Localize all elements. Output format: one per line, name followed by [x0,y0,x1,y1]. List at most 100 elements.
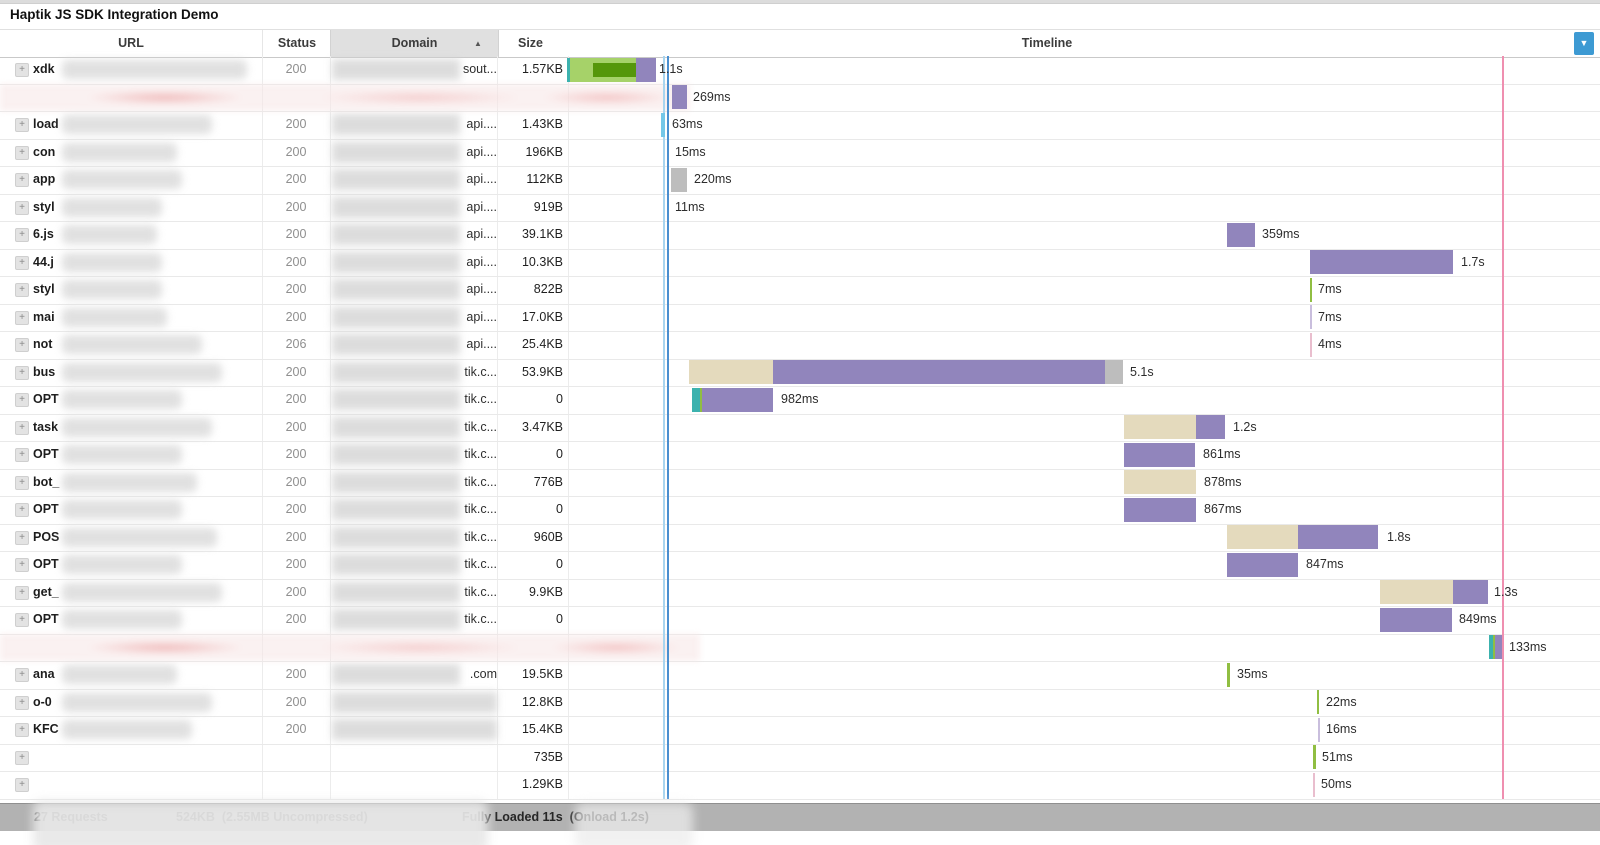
timeline-segment-green[interactable] [1310,277,1312,302]
status-cell: 206 [285,337,307,351]
table-row[interactable]: + load 200 api.... 1.43KB 63ms [0,111,1600,140]
expand-icon[interactable]: + [15,503,29,517]
timeline-segment-green[interactable] [700,387,702,412]
table-row[interactable]: + task 200 tik.c... 3.47KB 1.2s [0,414,1600,442]
timeline-segment-purple[interactable] [636,57,656,82]
timeline-segment-tan[interactable] [1380,580,1453,604]
expand-icon[interactable]: + [15,173,29,187]
timeline-segment-teal[interactable] [1489,635,1493,659]
timeline-segment-green[interactable] [1493,635,1495,659]
timeline-segment-purple[interactable] [1380,607,1452,632]
url-cell: bus [33,364,56,379]
timeline-segment-lavender[interactable] [1310,305,1312,329]
expand-icon[interactable]: + [15,530,29,545]
column-header-status[interactable]: Status [262,30,331,57]
timeline-segment-purple[interactable] [1124,442,1195,467]
table-row[interactable]: + OPT 200 tik.c... 0 867ms [0,496,1600,525]
url-blur [62,307,167,327]
table-row[interactable]: +735B 51ms [0,744,1600,772]
expand-icon[interactable]: + [15,393,29,407]
table-row[interactable]: + OPT 200 tik.c... 0 849ms [0,606,1600,635]
expand-icon[interactable]: + [15,695,29,710]
expand-icon[interactable]: + [15,255,29,270]
expand-icon[interactable]: + [15,613,29,627]
table-row-redacted[interactable]: 133ms [0,634,1600,662]
column-header-domain[interactable]: Domain [330,30,499,57]
table-row[interactable]: + POS 200 tik.c... 960B 1.8s [0,524,1600,552]
table-row[interactable]: + mai 200 api.... 17.0KB 7ms [0,304,1600,332]
timeline-options-dropdown-button[interactable]: ▼ [1574,32,1594,55]
timeline-segment-purple[interactable] [1453,580,1488,604]
timeline-segment-pink[interactable] [1310,332,1312,357]
column-header-size[interactable]: Size [518,36,544,50]
table-row[interactable]: + bus 200 tik.c... 53.9KB 5.1s [0,359,1600,387]
expand-icon[interactable]: + [15,585,29,600]
timeline-segment-purple[interactable] [1124,497,1196,522]
url-blur [62,225,157,244]
table-row[interactable]: + styl 200 api.... 919B 11ms [0,194,1600,222]
timeline-segment-purple[interactable] [702,387,773,412]
timeline-segment-gray[interactable] [671,167,687,192]
timeline-segment-purple[interactable] [672,85,687,109]
expand-icon[interactable]: + [15,200,29,215]
expand-icon[interactable]: + [15,145,29,160]
expand-icon[interactable]: + [15,118,29,132]
timeline-segment-purple[interactable] [1227,552,1298,577]
timeline-segment-green[interactable] [1313,745,1316,769]
domain-blur [332,664,460,685]
expand-icon[interactable]: + [15,668,29,682]
expand-icon[interactable]: + [15,63,29,77]
timeline-segment-tan[interactable] [689,360,773,384]
column-header-timeline[interactable]: Timeline [1021,36,1073,50]
table-row[interactable]: + get_ 200 tik.c... 9.9KB 1.3s [0,579,1600,607]
timeline-segment-pink[interactable] [1313,772,1315,797]
timeline-segment-green[interactable] [1227,662,1230,687]
table-row[interactable]: + not 206 api.... 25.4KB 4ms [0,331,1600,360]
table-row[interactable]: + OPT 200 tik.c... 0 982ms [0,386,1600,415]
expand-icon[interactable]: + [15,558,29,572]
expand-icon[interactable]: + [15,448,29,462]
timeline-segment-tan[interactable] [1227,525,1298,549]
timeline-segment-purple[interactable] [1227,222,1255,247]
timeline-segment-purple[interactable] [773,360,1105,384]
table-row[interactable]: + styl 200 api.... 822B 7ms [0,276,1600,305]
timeline-segment-darkgreen[interactable] [593,62,636,77]
table-row[interactable]: + app 200 api.... 112KB 220ms [0,166,1600,195]
table-row[interactable]: + con 200 api.... 196KB 15ms [0,139,1600,167]
timeline-segment-purple[interactable] [1298,525,1378,549]
timeline-segment-lavender[interactable] [1318,717,1320,742]
timeline-segment-teal[interactable] [692,387,700,412]
timeline-segment-purple[interactable] [1310,250,1453,274]
expand-icon[interactable]: + [15,750,29,765]
expand-icon[interactable]: + [15,310,29,325]
table-row[interactable]: +6.js 200 api.... 39.1KB 359ms [0,221,1600,250]
table-row[interactable]: + ana 200 .com 19.5KB 35ms [0,661,1600,690]
timeline-segment-tan[interactable] [1124,415,1196,439]
timeline-segment-purple[interactable] [1495,635,1502,659]
table-row-redacted[interactable]: 269ms [0,84,1600,112]
timeline-segment-green[interactable] [1317,690,1319,714]
table-row[interactable]: +44.j 200 api.... 10.3KB 1.7s [0,249,1600,277]
table-row[interactable]: + o-0 200 12.8KB 22ms [0,689,1600,717]
expand-icon[interactable]: + [15,365,29,380]
timeline-segment-cyan[interactable] [661,112,665,137]
timeline-segment-purple[interactable] [1196,415,1225,439]
timeline-segment-teal[interactable] [567,57,570,82]
expand-icon[interactable]: + [15,778,29,792]
column-header-url[interactable]: URL [118,36,144,50]
expand-icon[interactable]: + [15,228,29,242]
table-row[interactable]: + OPT 200 tik.c... 0 861ms [0,441,1600,470]
expand-icon[interactable]: + [15,338,29,352]
expand-icon[interactable]: + [15,283,29,297]
table-row[interactable]: +1.29KB 50ms [0,771,1600,800]
table-row[interactable]: + bot_ 200 tik.c... 776B 878ms [0,469,1600,497]
table-row[interactable]: + xdk 200 sout... 1.57KB 1.1s [0,56,1600,85]
table-row[interactable]: + OPT 200 tik.c... 0 847ms [0,551,1600,580]
domain-cell: api.... [466,309,497,324]
timeline-segment-tan[interactable] [1124,470,1196,494]
table-row[interactable]: + KFC 200 15.4KB 16ms [0,716,1600,745]
expand-icon[interactable]: + [15,723,29,737]
expand-icon[interactable]: + [15,420,29,435]
expand-icon[interactable]: + [15,475,29,490]
timeline-segment-gray[interactable] [1105,360,1123,384]
